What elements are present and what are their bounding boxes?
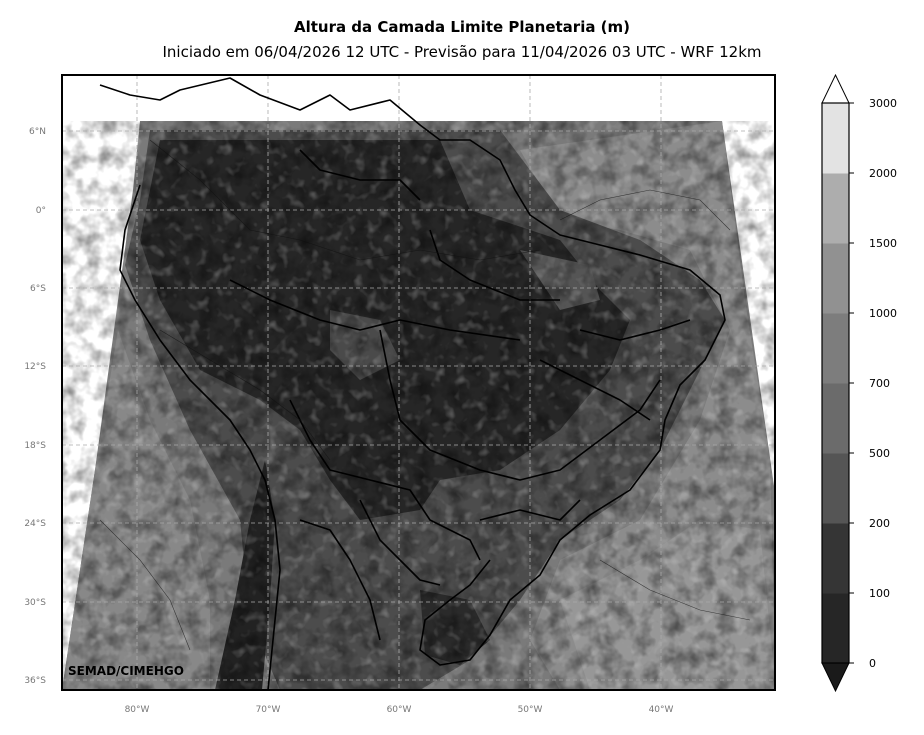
lon-label-80w: 80°W	[125, 705, 150, 715]
lon-label-40w: 40°W	[649, 705, 674, 715]
map-subtitle: Iniciado em 06/04/2026 12 UTC - Previsão…	[162, 43, 762, 61]
colorbar-extend-min	[821, 662, 850, 693]
colorbar-segment	[822, 103, 849, 174]
colorbar-segment	[822, 243, 849, 314]
colorbar-label: 2000	[869, 167, 897, 180]
colorbar-label: 3000	[869, 97, 897, 110]
colorbar-segment	[822, 593, 849, 664]
lat-label-36s: 36°S	[24, 676, 46, 686]
credit-text: SEMAD/CIMEHGO	[68, 664, 184, 678]
colorbar-segment	[822, 383, 849, 454]
colorbar-label: 200	[869, 517, 890, 530]
colorbar-segment	[822, 523, 849, 594]
colorbar-segment	[822, 173, 849, 244]
plot-frame	[61, 74, 776, 691]
colorbar-segment	[822, 453, 849, 524]
coastlines	[99, 77, 726, 690]
lon-label-70w: 70°W	[256, 705, 281, 715]
lat-label-6s: 6°S	[30, 284, 46, 294]
texture-light	[62, 121, 775, 690]
lon-label-50w: 50°W	[518, 705, 543, 715]
colorbar-segment	[822, 313, 849, 384]
colorbar-label: 1000	[869, 307, 897, 320]
gridlines	[62, 75, 775, 690]
field-layer	[62, 75, 775, 690]
colorbar: 0 100 200 500 700 1000 1500 2000 3000	[821, 73, 897, 693]
colorbar-label: 0	[869, 657, 876, 670]
lat-label-12s: 12°S	[24, 362, 46, 372]
lat-label-24s: 24°S	[24, 519, 46, 529]
lon-label-60w: 60°W	[387, 705, 412, 715]
colorbar-label: 100	[869, 587, 890, 600]
colorbar-label: 700	[869, 377, 890, 390]
lat-label-0: 0°	[36, 206, 46, 216]
lat-label-18s: 18°S	[24, 441, 46, 451]
colorbar-extend-max	[821, 73, 850, 104]
map-title: Altura da Camada Limite Planetaria (m)	[293, 18, 631, 36]
colorbar-label: 500	[869, 447, 890, 460]
lat-label-30s: 30°S	[24, 598, 46, 608]
lat-label-6n: 6°N	[29, 127, 46, 137]
colorbar-label: 1500	[869, 237, 897, 250]
contour-lines	[99, 139, 751, 651]
